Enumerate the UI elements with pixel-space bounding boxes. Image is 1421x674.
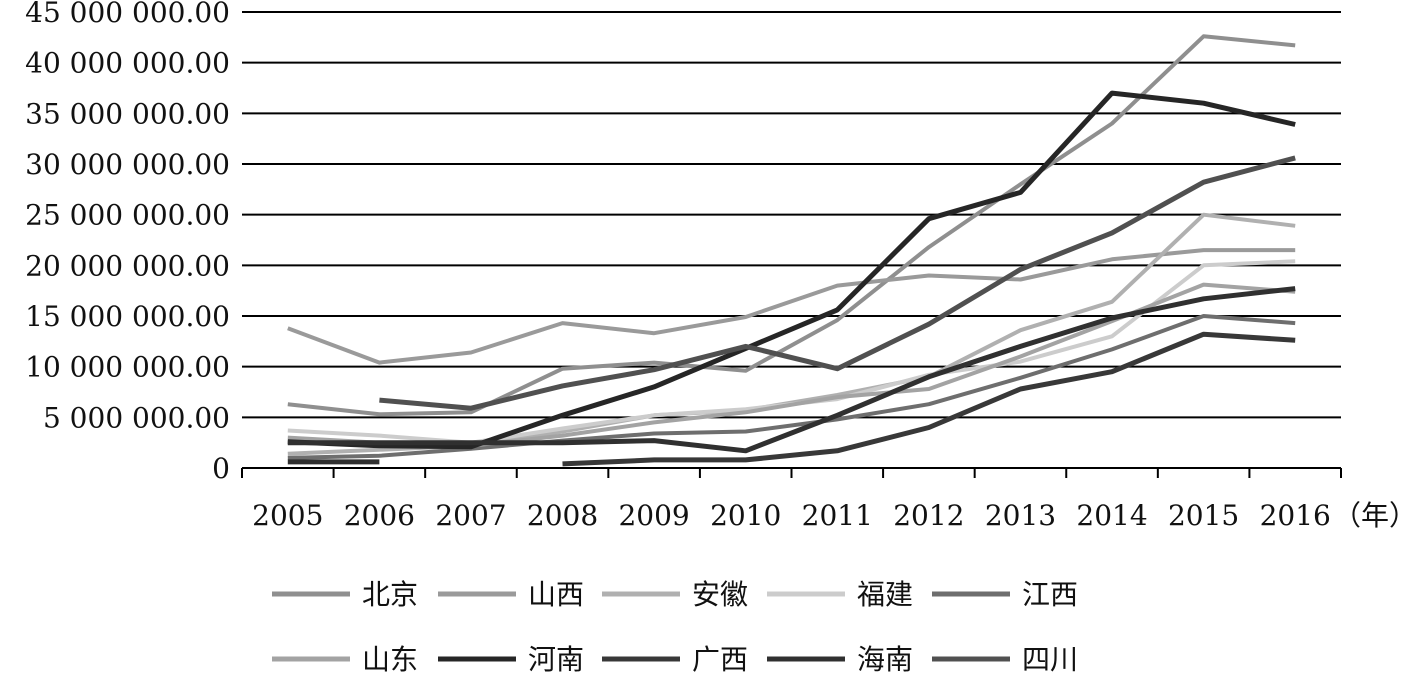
y-tick-label: 45 000 000.00: [25, 0, 230, 29]
x-tick-label: 2007: [435, 499, 506, 532]
series-line-1: [287, 248, 1296, 365]
legend-label: 山西: [528, 578, 584, 611]
series-line-3: [287, 259, 1296, 445]
y-tick-label: 30 000 000.00: [25, 148, 230, 181]
x-tick-label: 2014: [1076, 499, 1147, 532]
x-tick-label: 2012: [893, 499, 964, 532]
x-tick-label: 2005: [252, 499, 323, 532]
legend-label: 安徽: [692, 578, 748, 611]
x-tick-label: 2016: [1260, 499, 1331, 532]
legend-label: 山东: [362, 643, 418, 674]
y-tick-label: 5 000 000.00: [43, 401, 230, 434]
series-line-4: [287, 314, 1296, 460]
y-tick-label: 15 000 000.00: [25, 300, 230, 333]
series-line-0: [287, 34, 1296, 417]
x-tick-label: 2010: [710, 499, 781, 532]
y-tick-label: 0: [212, 452, 230, 485]
x-tick-label: 2015: [1168, 499, 1239, 532]
legend-label: 河南: [528, 643, 584, 674]
x-axis: 2005 2006 2007 2008 2009 2010 2011 2012 2013 2014…: [241, 467, 1417, 532]
y-axis-tick-labels: 0 5 000 000.00 10 000 000.00 15 000 000.00 2…: [25, 0, 230, 485]
legend-label: 海南: [857, 643, 913, 674]
legend-label: 北京: [362, 578, 418, 611]
series-lines: [287, 34, 1296, 467]
x-tick-label: 2006: [344, 499, 415, 532]
legend-label: 四川: [1022, 643, 1078, 674]
y-tick-label: 40 000 000.00: [25, 47, 230, 80]
grid-lines: [242, 11, 1341, 419]
y-tick-label: 35 000 000.00: [25, 97, 230, 130]
legend-label: 广西: [692, 643, 748, 674]
series-line-6: [287, 90, 1296, 450]
series-line-7: [562, 331, 1296, 467]
series-line-9: [379, 155, 1296, 411]
series-line-8: [287, 286, 1296, 454]
y-tick-label: 10 000 000.00: [25, 351, 230, 384]
x-tick-label: 2011: [802, 499, 873, 532]
legend-label: 福建: [857, 578, 913, 611]
y-tick-label: 20 000 000.00: [25, 249, 230, 282]
legend-label: 江西: [1022, 578, 1078, 611]
x-tick-label: 2008: [527, 499, 598, 532]
x-axis-unit-label: （年）: [1333, 499, 1417, 532]
x-tick-label: 2013: [985, 499, 1056, 532]
y-tick-label: 25 000 000.00: [25, 199, 230, 232]
x-tick-label: 2009: [618, 499, 689, 532]
